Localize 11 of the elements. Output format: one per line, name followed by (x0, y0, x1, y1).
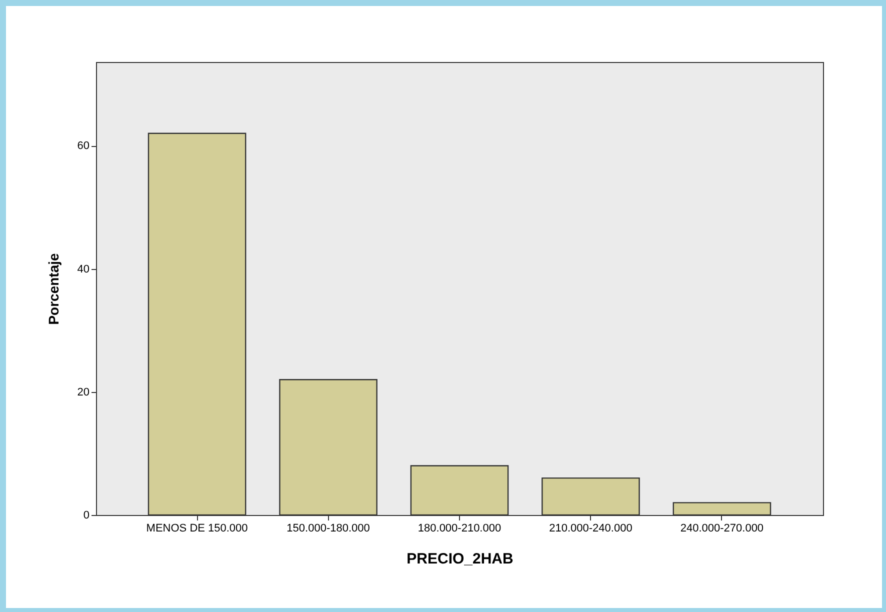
y-tick-label: 20 (77, 386, 90, 398)
y-tick-label: 60 (77, 140, 90, 152)
x-tick-label: 150.000-180.000 (286, 522, 370, 534)
y-tick-label: 40 (77, 263, 90, 276)
x-tick-label: 210.000-240.000 (549, 522, 632, 534)
y-axis-title: Porcentaje (45, 252, 62, 325)
x-tick-label: 180.000-210.000 (418, 522, 502, 534)
y-tick-label: 0 (83, 510, 90, 522)
x-tick-label: 240.000-270.000 (680, 522, 764, 534)
x-axis-title: PRECIO_2HAB (406, 550, 514, 568)
x-tick-label: MENOS DE 150.000 (146, 522, 248, 534)
